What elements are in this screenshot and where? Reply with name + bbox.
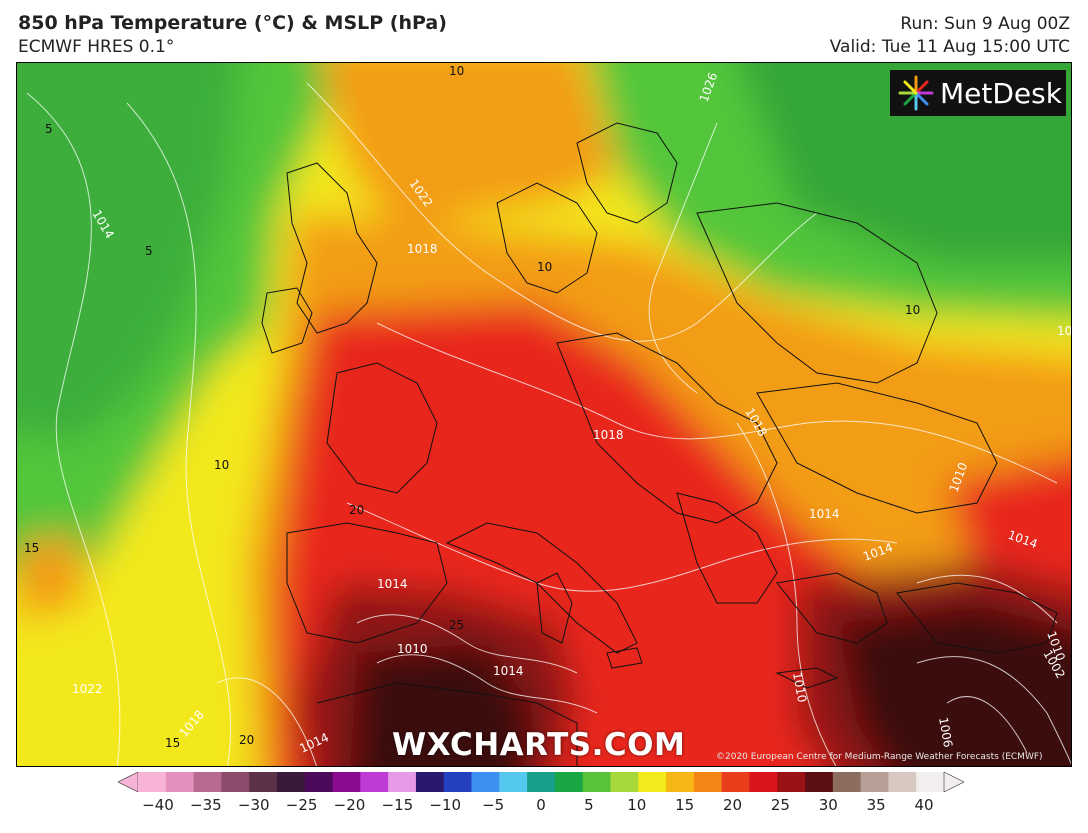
colorbar-segment bbox=[193, 772, 222, 792]
colorbar-tick: 40 bbox=[914, 796, 934, 814]
colorbar-segment bbox=[276, 772, 306, 792]
colorbar-segment bbox=[749, 772, 778, 792]
colorbar-segment bbox=[138, 772, 167, 792]
colorbar-segment bbox=[527, 772, 556, 792]
colorbar-segments bbox=[118, 772, 964, 792]
colorbar-segment bbox=[916, 772, 945, 792]
colorbar-segment bbox=[693, 772, 723, 792]
isobar-label: 1014 bbox=[809, 507, 840, 521]
colorbar-tick-labels: −40 −35 −30 −25 −20 −15 −10 −5 0 5 10 15 20 25 30 35 40 bbox=[118, 796, 964, 818]
temperature-label: 20 bbox=[239, 733, 254, 747]
colorbar-segment bbox=[304, 772, 334, 792]
colorbar-tick: 30 bbox=[818, 796, 838, 814]
colorbar-segment bbox=[832, 772, 862, 792]
model-label: ECMWF HRES 0.1° bbox=[18, 37, 175, 57]
isobar-label: 1018 bbox=[407, 242, 438, 256]
chart-title: 850 hPa Temperature (°C) & MSLP (hPa) bbox=[18, 12, 447, 34]
temperature-label: 20 bbox=[349, 503, 364, 517]
isobars bbox=[26, 82, 1071, 766]
temperature-label: 5 bbox=[145, 244, 153, 258]
colorbar-segment bbox=[388, 772, 417, 792]
temperature-label: 10 bbox=[214, 458, 229, 472]
colorbar-segment bbox=[332, 772, 361, 792]
colorbar-tick: 10 bbox=[627, 796, 647, 814]
colorbar-segment bbox=[165, 772, 195, 792]
temperature-label: 10 bbox=[537, 260, 552, 274]
colorbar-right-end bbox=[943, 772, 964, 792]
isobar-label: 1010 bbox=[790, 671, 809, 704]
temperature-label: 15 bbox=[24, 541, 39, 555]
colorbar-segment bbox=[805, 772, 834, 792]
temperature-label: 10 bbox=[905, 303, 920, 317]
copyright-notice: ©2020 European Centre for Medium-Range W… bbox=[716, 752, 1043, 762]
colorbar-segment bbox=[471, 772, 500, 792]
run-time: Run: Sun 9 Aug 00Z bbox=[900, 14, 1070, 34]
colorbar bbox=[118, 772, 964, 792]
colorbar-tick: 20 bbox=[722, 796, 743, 814]
isobar-label: 1014 bbox=[377, 577, 408, 591]
weather-map[interactable]: 1026 1022 1022 1018 1018 1018 1018 1014 … bbox=[16, 62, 1072, 767]
colorbar-tick: −30 bbox=[237, 796, 270, 814]
colorbar-segment bbox=[582, 772, 611, 792]
colorbar-segment bbox=[638, 772, 667, 792]
isobar-label: 1010 bbox=[397, 642, 428, 656]
colorbar-segment bbox=[415, 772, 445, 792]
temperature-label: 5 bbox=[45, 122, 53, 136]
colorbar-tick: −15 bbox=[381, 796, 414, 814]
isobar-label: 1022 bbox=[72, 682, 103, 696]
logo-text: MetDesk bbox=[940, 76, 1062, 110]
colorbar-tick: 0 bbox=[536, 796, 546, 814]
colorbar-segment bbox=[499, 772, 528, 792]
colorbar-tick: −25 bbox=[285, 796, 318, 814]
temperature-label: 15 bbox=[165, 736, 180, 750]
isobar-label: 1014 bbox=[493, 664, 524, 678]
colorbar-tick: −5 bbox=[482, 796, 505, 814]
colorbar-segment bbox=[860, 772, 889, 792]
colorbar-tick: 15 bbox=[675, 796, 695, 814]
temperature-labels: 10 5 5 10 10 10 15 15 20 20 25 bbox=[24, 64, 920, 750]
isobar-label: 1006 bbox=[936, 716, 955, 749]
colorbar-segment bbox=[249, 772, 278, 792]
colorbar-segment bbox=[721, 772, 750, 792]
colorbar-tick: −10 bbox=[429, 796, 462, 814]
colorbar-tick: 5 bbox=[584, 796, 594, 814]
colorbar-tick: 25 bbox=[770, 796, 790, 814]
starburst-icon bbox=[898, 75, 934, 111]
colorbar-segment bbox=[610, 772, 639, 792]
colorbar-tick: −35 bbox=[190, 796, 222, 814]
colorbar-segment bbox=[777, 772, 806, 792]
metdesk-logo: MetDesk bbox=[890, 70, 1066, 116]
colorbar-tick: −20 bbox=[333, 796, 366, 814]
colorbar-segment bbox=[221, 772, 250, 792]
colorbar-segment bbox=[443, 772, 473, 792]
colorbar-segment bbox=[888, 772, 917, 792]
valid-time: Valid: Tue 11 Aug 15:00 UTC bbox=[829, 37, 1070, 57]
watermark: WXCHARTS.COM bbox=[392, 727, 686, 763]
temperature-field bbox=[17, 63, 1071, 766]
colorbar-tick: 35 bbox=[866, 796, 886, 814]
colorbar-segment bbox=[554, 772, 584, 792]
coastlines bbox=[261, 122, 1058, 766]
isobar-label: 10 bbox=[1057, 324, 1072, 338]
isobar-label: 1018 bbox=[593, 428, 624, 442]
temperature-label: 25 bbox=[449, 618, 464, 632]
colorbar-left-end bbox=[118, 772, 139, 792]
colorbar-segment bbox=[666, 772, 695, 792]
colorbar-segment bbox=[360, 772, 389, 792]
temperature-label: 10 bbox=[449, 64, 464, 78]
map-canvas: 1026 1022 1022 1018 1018 1018 1018 1014 … bbox=[17, 63, 1072, 766]
colorbar-tick: −40 bbox=[142, 796, 174, 814]
